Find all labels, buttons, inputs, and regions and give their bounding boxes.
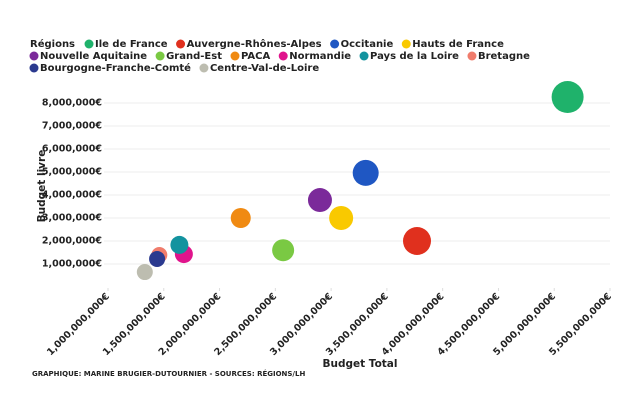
- legend-label: Hauts de France: [412, 39, 504, 50]
- x-axis-title: Budget Total: [323, 358, 398, 370]
- bubble: [136, 264, 153, 281]
- y-axis-title: Budget livre: [36, 150, 48, 223]
- legend-swatch: [467, 51, 477, 61]
- x-tick-label: 5,500,000,000€: [547, 291, 614, 358]
- source: GRAPHIQUE: MARINE BRUGIER-DUTOURNIER - S…: [32, 369, 305, 378]
- legend-swatch: [359, 51, 369, 61]
- legend-label: Bretagne: [478, 51, 530, 62]
- legend-label: Grand-Est: [166, 51, 222, 62]
- legend-label: Normandie: [289, 51, 351, 62]
- bubble: [149, 250, 166, 267]
- legend-swatch: [155, 51, 165, 61]
- legend-label: Occitanie: [341, 39, 394, 50]
- bubble: [230, 208, 251, 228]
- y-tick-label: 6,000,000€: [42, 144, 102, 155]
- legend-title: Régions: [30, 38, 75, 50]
- y-tick-label: 1,000,000€: [42, 259, 102, 270]
- legend-swatch: [84, 39, 94, 49]
- legend-swatch: [29, 51, 39, 61]
- legend-label: Ile de France: [95, 39, 168, 50]
- legend-swatch: [401, 39, 411, 49]
- legend-label: Centre-Val-de-Loire: [210, 63, 319, 74]
- legend-label: PACA: [241, 51, 270, 62]
- bubble: [272, 239, 295, 262]
- legend-swatch: [278, 51, 288, 61]
- legend-swatch: [29, 63, 39, 73]
- bubble: [170, 235, 189, 254]
- legend-label: Pays de la Loire: [370, 51, 459, 62]
- bubble: [403, 227, 432, 255]
- y-tick-label: 7,000,000€: [42, 121, 102, 132]
- y-tick-label: 3,000,000€: [42, 213, 102, 224]
- y-tick-label: 4,000,000€: [42, 190, 102, 201]
- legend-swatch: [230, 51, 240, 61]
- bubble: [551, 81, 584, 114]
- y-tick-label: 2,000,000€: [42, 236, 102, 247]
- legend-swatch: [176, 39, 186, 49]
- bubble: [352, 159, 379, 186]
- legend-swatch: [199, 63, 209, 73]
- y-tick-label: 8,000,000€: [42, 98, 102, 109]
- bubble: [329, 206, 354, 230]
- legend-label: Auvergne-Rhônes-Alpes: [187, 38, 322, 50]
- legend-label: Bourgogne-Franche-Comté: [40, 62, 191, 74]
- legend-swatch: [330, 39, 340, 49]
- bubble: [307, 188, 332, 213]
- legend-label: Nouvelle Aquitaine: [40, 51, 147, 62]
- y-tick-label: 5,000,000€: [42, 167, 102, 178]
